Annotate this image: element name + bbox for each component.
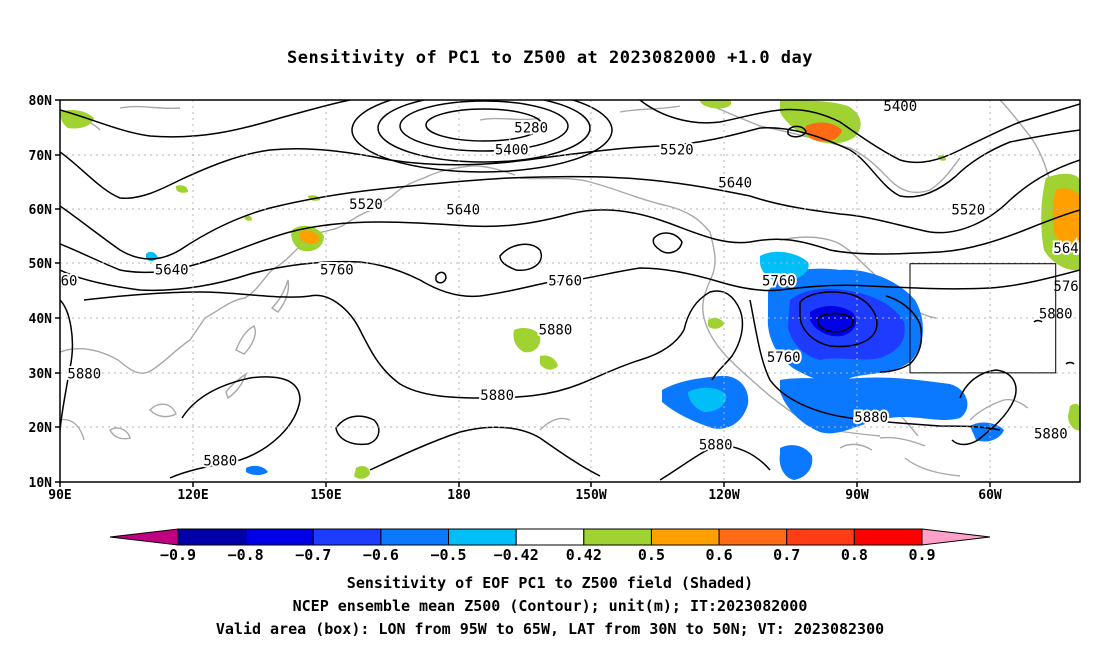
axis-ticks <box>55 99 991 487</box>
lon-label: 90W <box>845 488 869 503</box>
lon-label: 120W <box>708 488 739 503</box>
colorbar-tick-label: 0.8 <box>841 546 868 564</box>
plot-frame <box>59 99 1081 483</box>
lat-label: 30N <box>29 367 53 382</box>
colorbar-tick-label: 0.9 <box>908 546 935 564</box>
contour-label: 5880 <box>699 437 733 453</box>
contour-label: 5280 <box>514 121 548 137</box>
latitude-labels: 80N 70N 60N 50N 40N 30N 20N 10N <box>29 94 53 491</box>
colorbar-swatch <box>448 528 517 546</box>
colorbar-tick-label: −0.5 <box>430 546 466 564</box>
caption-valid-area: Valid area (box): LON from 95W to 65W, L… <box>215 620 885 638</box>
colorbar-swatch <box>583 528 652 546</box>
contour-label: 5880 <box>203 454 237 470</box>
contour-label: 5760 <box>762 274 796 290</box>
colorbar-tick-label: 0.7 <box>773 546 800 564</box>
lon-label: 180 <box>447 488 471 503</box>
colorbar-swatch <box>853 528 923 546</box>
colorbar-swatch <box>177 528 247 546</box>
contour-label: 5640 <box>446 203 480 219</box>
colorbar-tick-label: 0.5 <box>638 546 665 564</box>
coastlines <box>60 100 1080 477</box>
colorbar-swatch <box>245 528 314 546</box>
colorbar-tick-label: −0.6 <box>363 546 399 564</box>
contour-label: 760 <box>52 274 77 290</box>
colorbar-swatch <box>312 528 382 546</box>
colorbar-tick-label: −0.7 <box>295 546 331 564</box>
contour-label: 5880 <box>1034 426 1068 442</box>
contour-label: 5760 <box>320 263 354 279</box>
contour-label: 5520 <box>349 197 383 213</box>
colorbar-tick-label: −0.42 <box>494 546 539 564</box>
colorbar-labels: −0.9 −0.8 −0.7 −0.6 −0.5 −0.42 0.42 0.5 0.6 0.7 0.… <box>160 546 936 564</box>
contour-label: 5760 <box>767 350 801 366</box>
lat-label: 60N <box>29 203 53 218</box>
lon-label: 90E <box>48 488 71 503</box>
colorbar-tick-label: −0.8 <box>228 546 264 564</box>
colorbar-tick-label: 0.42 <box>566 546 602 564</box>
colorbar-upper-extend <box>921 528 991 546</box>
colorbar-lower-extend <box>109 528 179 546</box>
lat-label: 50N <box>29 257 53 272</box>
contour-label: 5880 <box>854 410 888 426</box>
lat-label: 70N <box>29 149 53 164</box>
contour-label: 5760 <box>1053 279 1087 295</box>
caption-shading: Sensitivity of EOF PC1 to Z500 field (Sh… <box>346 574 754 592</box>
contour-label: 5640 <box>1053 241 1087 257</box>
contour-labels: 5280 5400 5400 5520 5520 5520 5640 5640 5640 5640… <box>52 99 1087 472</box>
grid-lines <box>60 100 1080 482</box>
lat-label: 80N <box>29 94 53 109</box>
lat-label: 10N <box>29 476 53 491</box>
contour-label: 5760 <box>548 274 582 290</box>
lon-label: 150W <box>575 488 606 503</box>
colorbar-swatch <box>718 528 788 546</box>
contour-label: 5520 <box>660 143 694 159</box>
colorbar-swatch <box>650 528 720 546</box>
colorbar-tick-label: −0.9 <box>160 546 196 564</box>
contour-label: 5880 <box>67 366 101 382</box>
chart-title: Sensitivity of PC1 to Z500 at 2023082000… <box>286 48 813 68</box>
caption-contour: NCEP ensemble mean Z500 (Contour); unit(… <box>292 597 808 615</box>
longitude-labels: 90E 120E 150E 180 150W 120W 90W 60W <box>48 488 1002 503</box>
contour-label: 5880 <box>480 388 514 404</box>
contour-label: 5640 <box>155 263 189 279</box>
z500-contours <box>60 100 1080 481</box>
contour-label: 5880 <box>539 323 573 339</box>
contour-label: 5400 <box>495 143 529 159</box>
valid-area-box <box>909 263 1057 374</box>
colorbar-swatch <box>515 528 585 546</box>
contour-label: 5400 <box>883 99 917 115</box>
lat-label: 40N <box>29 312 53 327</box>
lon-label: 120E <box>177 488 208 503</box>
colorbar-swatch <box>786 528 855 546</box>
contour-label: 5520 <box>951 203 985 219</box>
lon-label: 60W <box>978 488 1002 503</box>
colorbar-swatch <box>380 528 450 546</box>
colorbar <box>109 528 991 546</box>
lon-label: 150E <box>310 488 341 503</box>
colorbar-tick-label: 0.6 <box>706 546 733 564</box>
lat-label: 20N <box>29 421 53 436</box>
contour-label: 5640 <box>718 175 752 191</box>
